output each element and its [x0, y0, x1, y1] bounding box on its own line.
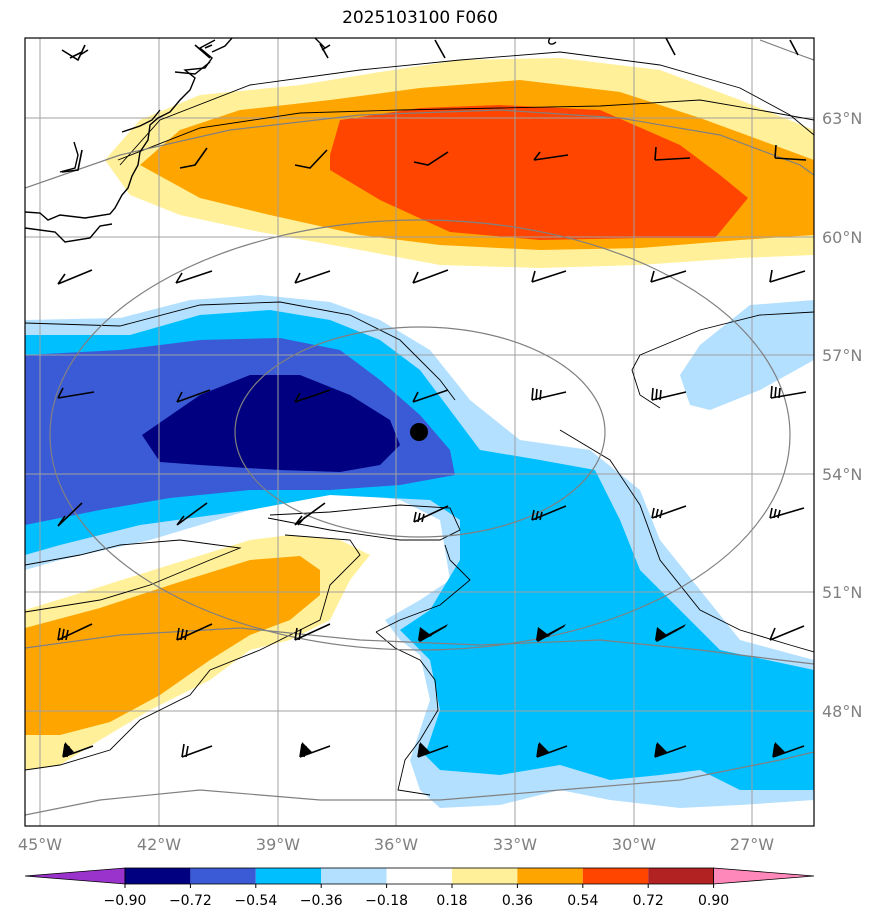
colorbar-tick-label: −0.90 [104, 893, 147, 909]
colorbar-bin [648, 868, 714, 884]
lon-label: 27°W [730, 835, 774, 854]
colorbar-bin [582, 868, 649, 884]
location-marker [410, 423, 428, 441]
graticule [25, 38, 814, 826]
lon-label: 36°W [374, 835, 418, 854]
colorbar-bin [321, 868, 387, 884]
map-title: 2025103100 F060 [342, 8, 498, 28]
colorbar-extend-high [713, 867, 815, 885]
colorbar-tick-label: −0.18 [365, 893, 408, 909]
lon-label: 42°W [137, 835, 181, 854]
colorbar-tick-label: 0.18 [436, 893, 467, 909]
colorbar-tick-label: −0.36 [300, 893, 343, 909]
lat-label: 51°N [822, 583, 862, 602]
pos-field-sw-med [25, 556, 320, 735]
colorbar-bin [517, 868, 583, 884]
lon-label: 33°W [493, 835, 537, 854]
colorbar-tick-label: −0.72 [169, 893, 212, 909]
lat-label: 60°N [822, 228, 862, 247]
longitude-labels: 45°W 42°W 39°W 36°W 33°W 30°W 27°W [18, 835, 774, 854]
colorbar-outline [124, 867, 714, 885]
colorbar-bin [255, 868, 322, 884]
colorbar-extend-low [24, 867, 126, 885]
colorbar: −0.90 −0.72 −0.54 −0.36 −0.18 0.18 0.36 0.54 0.7… [24, 867, 815, 909]
wind-barb-flags [63, 624, 785, 757]
neg-field-max [142, 375, 400, 472]
colorbar-bin [125, 868, 191, 884]
pos-field-north-strong [330, 105, 748, 240]
colorbar-tick-label: 0.72 [633, 893, 664, 909]
colorbar-tick-label: 0.90 [698, 893, 729, 909]
map-plot-area [25, 38, 814, 826]
lon-label: 30°W [612, 835, 656, 854]
contour-lines-grey [25, 39, 814, 816]
lon-label: 39°W [256, 835, 300, 854]
colorbar-bin [386, 868, 452, 884]
lat-label: 54°N [822, 465, 862, 484]
lat-label: 48°N [822, 702, 862, 721]
lat-label: 63°N [822, 109, 862, 128]
latitude-labels: 63°N 60°N 57°N 54°N 51°N 48°N [822, 109, 862, 721]
colorbar-tick-label: −0.54 [234, 893, 277, 909]
map-frame [24, 37, 815, 827]
colorbar-bin [452, 868, 518, 884]
colorbar-tick-label: 0.36 [502, 893, 533, 909]
lat-label: 57°N [822, 346, 862, 365]
colorbar-tick-label: 0.54 [567, 893, 598, 909]
contour-lines-thin [25, 51, 814, 796]
lon-label: 45°W [18, 835, 62, 854]
colorbar-bin [190, 868, 256, 884]
coastline [25, 38, 557, 243]
